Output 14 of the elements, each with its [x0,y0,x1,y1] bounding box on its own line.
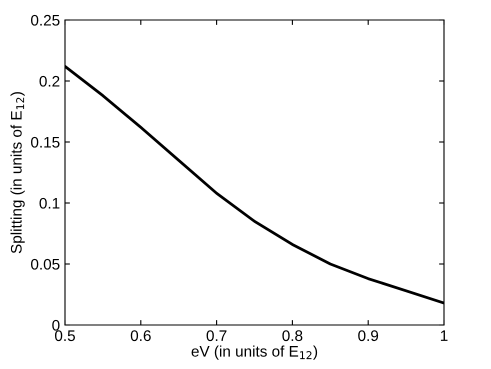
y-tick-label: 0.2 [40,76,60,87]
x-tick-label: 0.8 [282,330,302,342]
y-tick-label: 0.15 [31,136,60,148]
y-tick-label: 0.25 [31,14,60,26]
x-tick-label: 0.9 [358,330,378,342]
y-tick-label: 0.1 [40,198,60,209]
y-tick-label: 0 [52,320,60,331]
x-axis-title: eV (in units of E$_{12}$) [192,345,318,360]
x-tick-label: 0.5 [54,330,75,342]
x-tick-label: 0.7 [206,330,226,342]
x-tick-label: 0.6 [130,330,151,342]
x-tick-label: 1 [440,330,448,341]
y-axis-title: Splitting (in units of E$_{12}$) [10,92,25,254]
y-tick-label: 0.05 [31,258,60,270]
